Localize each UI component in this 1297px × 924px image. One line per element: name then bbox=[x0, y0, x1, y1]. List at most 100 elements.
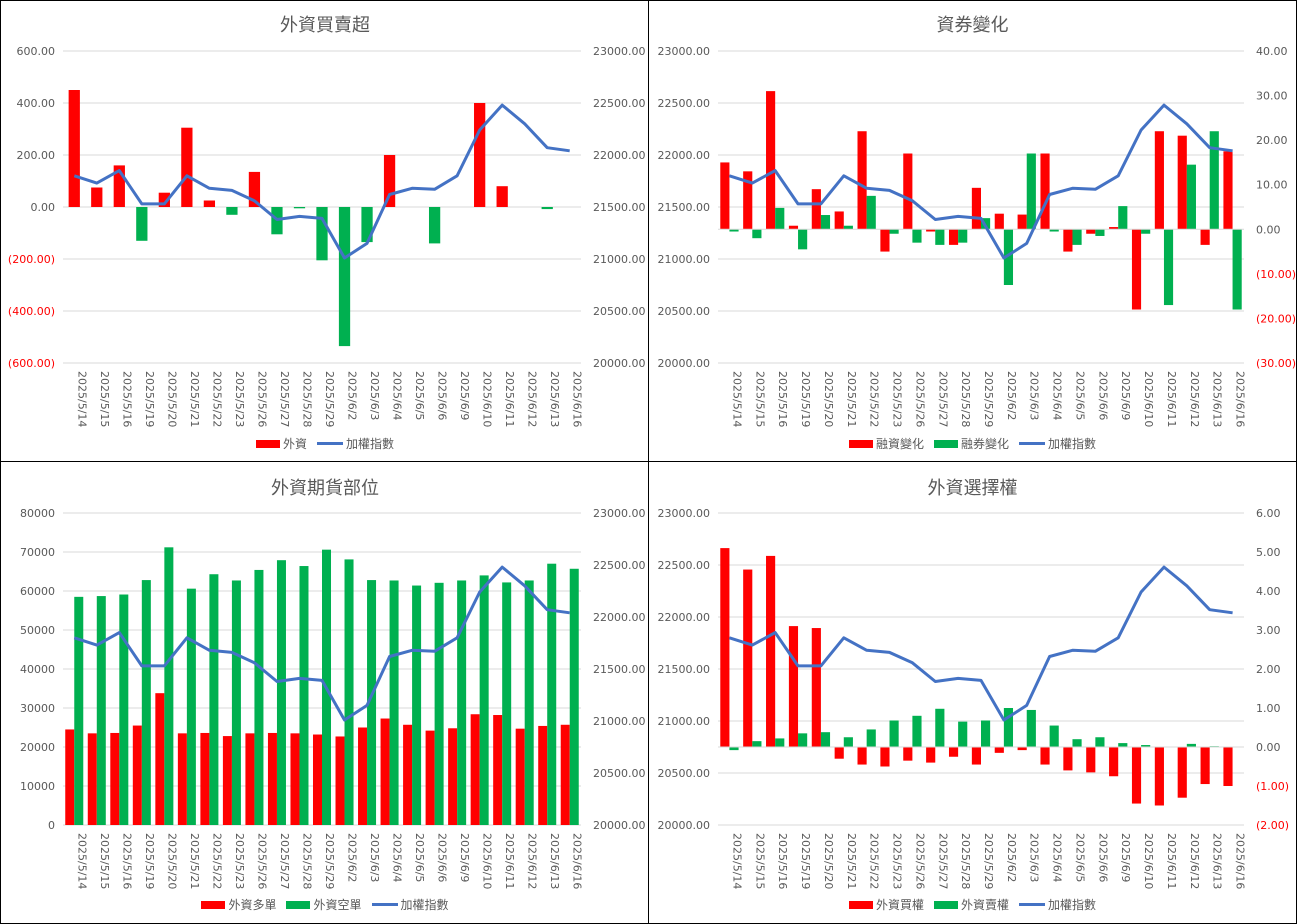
right-tick-label: 22000.00 bbox=[593, 149, 646, 162]
chart-title: 外資選擇權 bbox=[927, 478, 1018, 499]
bar bbox=[820, 732, 831, 747]
x-tick-label: 2025/5/14 bbox=[730, 371, 743, 427]
bar bbox=[820, 215, 831, 230]
bar bbox=[903, 747, 913, 761]
x-tick-label: 2025/5/21 bbox=[845, 371, 858, 427]
left-tick-label: 60000 bbox=[20, 585, 55, 598]
left-tick-label: 20500.00 bbox=[658, 305, 711, 318]
right-tick-label: 2.00 bbox=[1256, 663, 1281, 676]
right-tick-label: (10.00) bbox=[1256, 268, 1296, 281]
x-tick-label: 2025/5/14 bbox=[730, 833, 743, 889]
bar bbox=[412, 585, 422, 825]
bar bbox=[889, 720, 899, 747]
left-tick-label: 0.00 bbox=[31, 201, 56, 214]
legend-swatch bbox=[286, 900, 311, 909]
bar bbox=[1186, 164, 1196, 230]
x-tick-label: 2025/6/9 bbox=[458, 371, 471, 420]
bar bbox=[290, 733, 300, 825]
left-tick-label: 20000.00 bbox=[658, 819, 711, 832]
left-tick-label: 23000.00 bbox=[658, 45, 711, 58]
bar bbox=[367, 580, 377, 825]
bar bbox=[434, 582, 444, 825]
bar bbox=[1177, 747, 1187, 798]
bar bbox=[1200, 747, 1210, 785]
bar bbox=[766, 555, 776, 747]
legend-swatch bbox=[371, 903, 398, 906]
right-tick-label: 0.00 bbox=[1256, 223, 1281, 236]
x-tick-label: 2025/6/13 bbox=[548, 371, 561, 427]
left-tick-label: (600.00) bbox=[8, 357, 55, 370]
x-tick-label: 2025/5/28 bbox=[300, 371, 313, 427]
left-tick-label: 23000.00 bbox=[658, 507, 711, 520]
right-tick-label: 22000.00 bbox=[593, 611, 646, 624]
bar bbox=[389, 580, 399, 825]
left-tick-label: 20000.00 bbox=[658, 357, 711, 370]
left-tick-label: 22500.00 bbox=[658, 97, 711, 110]
bar bbox=[1131, 229, 1142, 310]
bar bbox=[222, 736, 232, 825]
x-tick-label: 2025/5/15 bbox=[753, 371, 766, 427]
right-tick-label: 21000.00 bbox=[593, 715, 646, 728]
x-tick-label: 2025/5/22 bbox=[210, 833, 223, 889]
bar bbox=[1177, 135, 1187, 230]
bar bbox=[720, 548, 730, 747]
right-tick-label: (30.00) bbox=[1256, 357, 1296, 370]
x-tick-label: 2025/5/20 bbox=[822, 371, 835, 427]
index-line bbox=[73, 103, 570, 260]
bar bbox=[958, 721, 968, 747]
bar-series bbox=[74, 547, 579, 825]
legend-label: 外資空單 bbox=[313, 898, 362, 912]
x-tick-label: 2025/5/15 bbox=[98, 833, 111, 889]
bar bbox=[1003, 229, 1014, 285]
left-tick-label: 20500.00 bbox=[658, 767, 711, 780]
bar bbox=[1118, 743, 1128, 747]
bar bbox=[65, 729, 75, 825]
legend-label: 外資賣權 bbox=[960, 898, 1009, 912]
x-tick-label: 2025/6/2 bbox=[1005, 371, 1018, 420]
right-tick-label: 20500.00 bbox=[593, 767, 646, 780]
bar bbox=[541, 207, 553, 210]
chart-legend: 融資變化 融券變化 加權指數 bbox=[649, 435, 1296, 452]
x-tick-label: 2025/6/6 bbox=[436, 833, 449, 882]
legend-item: 外資買權 bbox=[848, 896, 924, 913]
bar bbox=[1223, 747, 1233, 786]
right-tick-label: (2.00) bbox=[1256, 819, 1289, 832]
x-tick-label: 2025/6/12 bbox=[1188, 371, 1201, 427]
bar bbox=[141, 580, 151, 825]
bar bbox=[119, 594, 129, 825]
legend-label: 融券變化 bbox=[960, 437, 1009, 451]
x-tick-label: 2025/6/3 bbox=[1028, 833, 1041, 882]
right-tick-label: 23000.00 bbox=[593, 507, 646, 520]
x-tick-label: 2025/5/20 bbox=[822, 833, 835, 889]
bar bbox=[903, 153, 913, 230]
legend-item: 外資多單 bbox=[201, 896, 276, 913]
bar bbox=[231, 580, 241, 825]
x-tick-label: 2025/5/19 bbox=[143, 833, 156, 889]
left-tick-label: 21500.00 bbox=[658, 663, 711, 676]
x-tick-label: 2025/5/15 bbox=[98, 371, 111, 427]
bar bbox=[1049, 229, 1059, 232]
bar-series bbox=[729, 131, 1242, 310]
foreign-futures-position-chart: 外資期貨部位 80000 70000 60000 50000 40000 30000 200… bbox=[0, 461, 650, 924]
bar bbox=[1141, 745, 1151, 747]
x-tick-label: 2025/6/9 bbox=[1119, 833, 1132, 882]
x-tick-label: 2025/5/26 bbox=[913, 371, 926, 427]
bar bbox=[267, 732, 277, 825]
bar bbox=[743, 569, 753, 747]
x-tick-label: 2025/6/11 bbox=[503, 371, 516, 427]
right-tick-label: 21500.00 bbox=[593, 663, 646, 676]
bar bbox=[316, 207, 328, 261]
bar bbox=[474, 103, 486, 207]
x-tick-label: 2025/5/15 bbox=[753, 833, 766, 889]
right-tick-label: 40.00 bbox=[1256, 45, 1288, 58]
legend-swatch bbox=[317, 442, 343, 445]
bar bbox=[155, 693, 165, 825]
legend-label: 外資 bbox=[282, 437, 307, 451]
right-tick-label: 30.00 bbox=[1256, 90, 1288, 103]
right-tick-label: 22500.00 bbox=[593, 97, 646, 110]
bar bbox=[1131, 747, 1142, 804]
x-tick-label: 2025/5/14 bbox=[75, 833, 88, 889]
x-tick-label: 2025/5/22 bbox=[868, 833, 881, 889]
left-tick-label: 20000 bbox=[20, 741, 55, 754]
right-tick-label: 0.00 bbox=[1256, 741, 1281, 754]
